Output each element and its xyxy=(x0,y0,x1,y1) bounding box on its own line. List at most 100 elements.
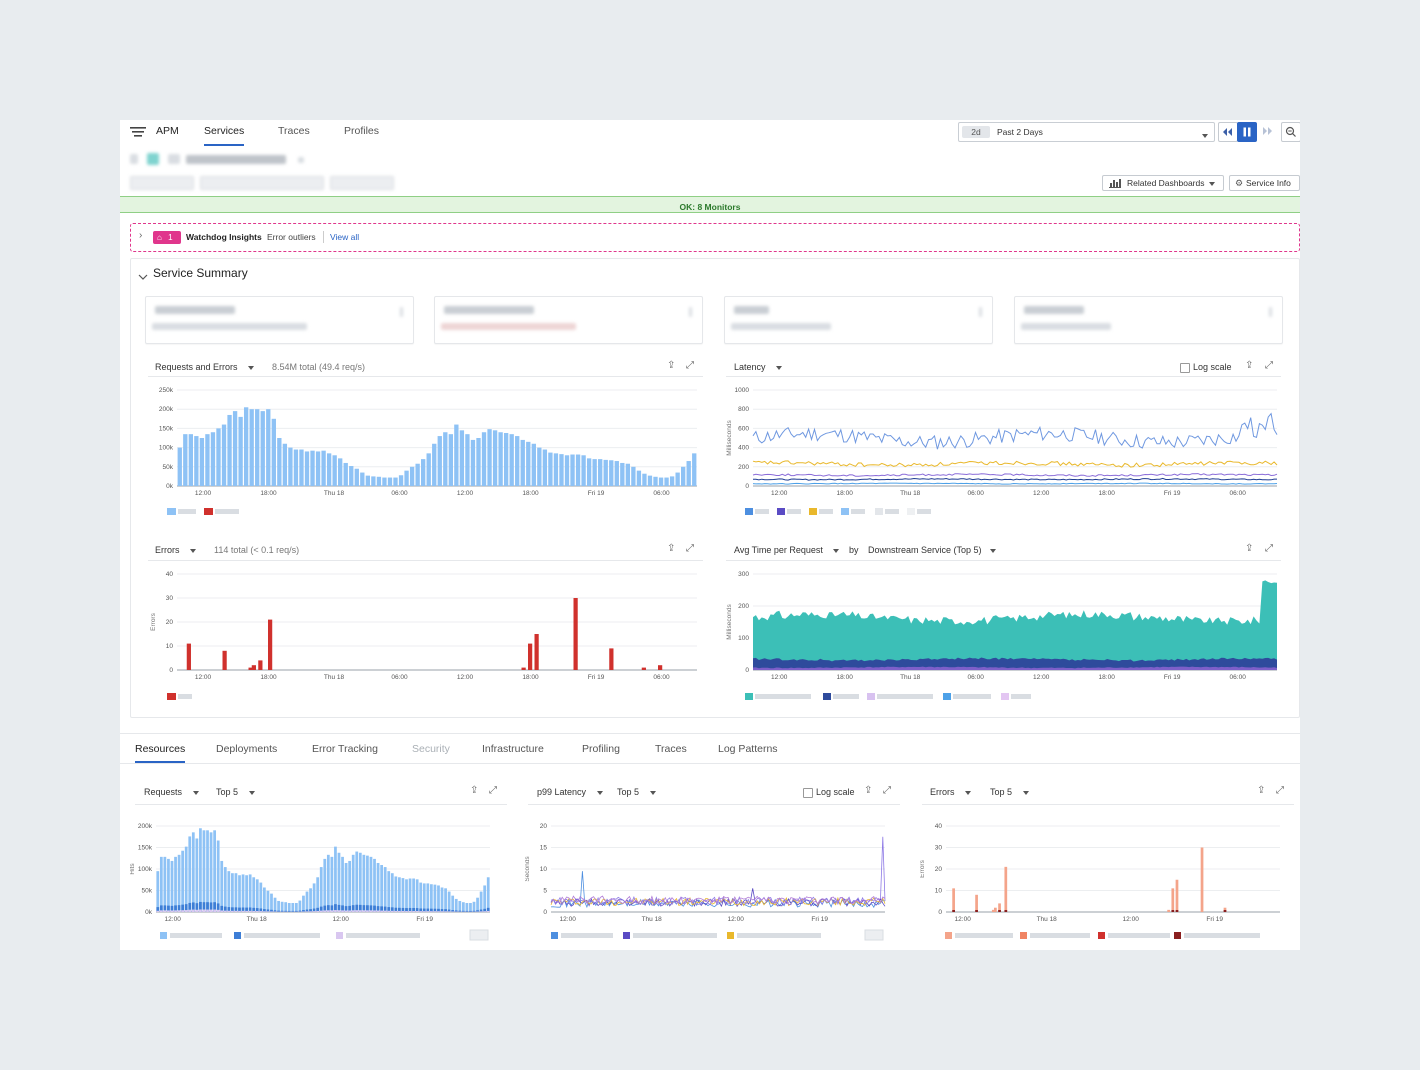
service-summary-title[interactable]: Service Summary xyxy=(153,266,248,280)
tab-traces[interactable]: Traces xyxy=(655,743,687,755)
latency-chart[interactable]: 0 200 400 600 800 1000 12:00 18:00 Thu 18 06:00 12… xyxy=(725,380,1285,520)
y-tick-label: 100k xyxy=(138,866,153,873)
x-tick-label: Thu 18 xyxy=(1037,916,1058,923)
legend-more-redacted[interactable] xyxy=(864,929,884,941)
errors-widget-title[interactable]: Errors xyxy=(155,545,197,555)
chevron-down-icon[interactable] xyxy=(138,268,148,286)
related-dashboards-button[interactable]: Related Dashboards xyxy=(1102,175,1224,191)
res-errors-title[interactable]: Errors xyxy=(930,787,972,797)
pause-button[interactable] xyxy=(1237,122,1257,142)
avg-time-group-select[interactable]: Downstream Service (Top 5) xyxy=(868,545,997,555)
fullscreen-icon[interactable]: ⤢ xyxy=(1265,543,1273,554)
chevron-down-icon[interactable] xyxy=(990,548,997,553)
fullscreen-icon[interactable]: ⤢ xyxy=(686,543,694,554)
bar xyxy=(268,619,273,670)
brand-apm[interactable]: APM xyxy=(156,125,179,137)
bar xyxy=(355,851,359,912)
fullscreen-icon[interactable]: ⤢ xyxy=(883,785,891,796)
export-icon[interactable]: ⇪ xyxy=(667,360,676,371)
chevron-down-icon[interactable] xyxy=(833,548,840,553)
export-icon[interactable]: ⇪ xyxy=(1245,543,1254,554)
filter-chip-redacted[interactable] xyxy=(330,176,394,190)
fast-forward-button[interactable] xyxy=(1258,122,1276,140)
y-axis-title: Errors xyxy=(150,612,157,630)
chevron-down-icon[interactable] xyxy=(965,790,972,795)
filter-chip-redacted[interactable] xyxy=(200,176,324,190)
bar xyxy=(1171,910,1175,912)
chevron-down-icon[interactable] xyxy=(776,365,783,370)
export-icon[interactable]: ⇪ xyxy=(1257,785,1266,796)
bar xyxy=(326,905,330,912)
export-icon[interactable]: ⇪ xyxy=(667,543,676,554)
nav-tab-services[interactable]: Services xyxy=(204,125,245,137)
res-latency-top-select[interactable]: Top 5 xyxy=(617,787,656,797)
summary-card[interactable] xyxy=(145,296,414,344)
fullscreen-icon[interactable]: ⤢ xyxy=(1265,360,1273,371)
requests-widget-title[interactable]: Requests and Errors xyxy=(155,362,255,372)
legend-swatch xyxy=(907,508,915,515)
fullscreen-icon[interactable]: ⤢ xyxy=(489,785,497,796)
res-requests-chart[interactable]: 0k 50k 100k 150k 200k 12:00 Thu 18 12:00 Fri 19 H… xyxy=(130,810,510,945)
bar xyxy=(394,907,398,912)
tab-resources[interactable]: Resources xyxy=(135,743,186,755)
time-range-selector[interactable]: 2d Past 2 Days xyxy=(958,122,1215,142)
avg-time-chart[interactable]: 0 100 200 300 12:00 18:00 Thu 18 06:00 12:00 18:0… xyxy=(725,564,1285,706)
tab-security[interactable]: Security xyxy=(412,743,450,755)
bar xyxy=(177,447,182,486)
bar xyxy=(481,432,487,486)
summary-card[interactable] xyxy=(434,296,703,344)
rewind-button[interactable] xyxy=(1218,122,1238,142)
watchdog-view-all-link[interactable]: View all xyxy=(330,232,360,242)
tab-error-tracking[interactable]: Error Tracking xyxy=(312,743,378,755)
avg-time-widget-title[interactable]: Avg Time per Request xyxy=(734,545,840,555)
legend-swatch xyxy=(551,932,558,939)
bar xyxy=(210,432,216,486)
watchdog-insights-banner[interactable]: › ⌂ 1 Watchdog Insights Error outliers V… xyxy=(130,223,1300,252)
nav-tab-traces[interactable]: Traces xyxy=(278,125,310,137)
tab-infrastructure[interactable]: Infrastructure xyxy=(482,743,544,755)
nav-tab-profiles[interactable]: Profiles xyxy=(344,125,380,137)
res-requests-title[interactable]: Requests xyxy=(144,787,199,797)
latency-widget-title[interactable]: Latency xyxy=(734,362,783,372)
res-errors-chart[interactable]: 0 10 20 30 40 12:00 Thu 18 12:00 Fri 19 Errors xyxy=(920,810,1300,945)
chevron-down-icon[interactable] xyxy=(190,548,197,553)
legend-more-redacted[interactable] xyxy=(469,929,489,941)
chevron-right-icon[interactable]: › xyxy=(139,230,143,241)
tab-deployments[interactable]: Deployments xyxy=(216,743,278,755)
latency-log-scale-toggle[interactable]: Log scale xyxy=(1180,362,1232,373)
bar xyxy=(234,910,238,912)
errors-chart[interactable]: 0 10 20 30 40 12:00 18:00 Thu 18 06:00 12:00 18:00… xyxy=(145,564,705,706)
chevron-down-icon[interactable] xyxy=(596,790,603,795)
y-tick-label: 40 xyxy=(166,571,174,578)
legend-swatch xyxy=(167,693,176,700)
monitor-status-bar[interactable]: OK: 8 Monitors xyxy=(120,196,1300,213)
bar xyxy=(332,455,337,486)
tab-log-patterns[interactable]: Log Patterns xyxy=(718,743,778,755)
chevron-down-icon[interactable] xyxy=(192,790,199,795)
export-icon[interactable]: ⇪ xyxy=(470,785,479,796)
res-latency-title[interactable]: p99 Latency xyxy=(537,787,603,797)
fullscreen-icon[interactable]: ⤢ xyxy=(1276,785,1284,796)
summary-card[interactable] xyxy=(1014,296,1283,344)
res-latency-log-scale-toggle[interactable]: Log scale xyxy=(803,787,855,798)
requests-chart[interactable]: 0k 50k 100k 150k 200k 250k 12:00 18:00 Thu 18 06:… xyxy=(145,380,705,520)
hamburger-filter-icon[interactable] xyxy=(130,126,146,138)
chevron-down-icon[interactable] xyxy=(1022,790,1029,795)
tab-profiling[interactable]: Profiling xyxy=(582,743,620,755)
checkbox[interactable] xyxy=(1180,362,1190,373)
res-requests-top-select[interactable]: Top 5 xyxy=(216,787,255,797)
chevron-down-icon[interactable] xyxy=(248,790,255,795)
service-info-button[interactable]: ⚙ Service Info xyxy=(1229,175,1300,191)
bar xyxy=(398,475,404,486)
chevron-down-icon[interactable] xyxy=(248,365,255,370)
export-icon[interactable]: ⇪ xyxy=(1245,360,1254,371)
filter-chip-redacted[interactable] xyxy=(130,176,194,190)
chevron-down-icon[interactable] xyxy=(649,790,656,795)
res-errors-top-select[interactable]: Top 5 xyxy=(990,787,1029,797)
summary-card[interactable] xyxy=(724,296,993,344)
export-icon[interactable]: ⇪ xyxy=(864,785,873,796)
zoom-out-button[interactable] xyxy=(1281,122,1300,142)
fullscreen-icon[interactable]: ⤢ xyxy=(686,360,694,371)
res-latency-chart[interactable]: 0 5 10 15 20 12:00 Thu 18 12:00 Fri 19 Seconds xyxy=(525,810,905,945)
checkbox[interactable] xyxy=(803,787,813,798)
